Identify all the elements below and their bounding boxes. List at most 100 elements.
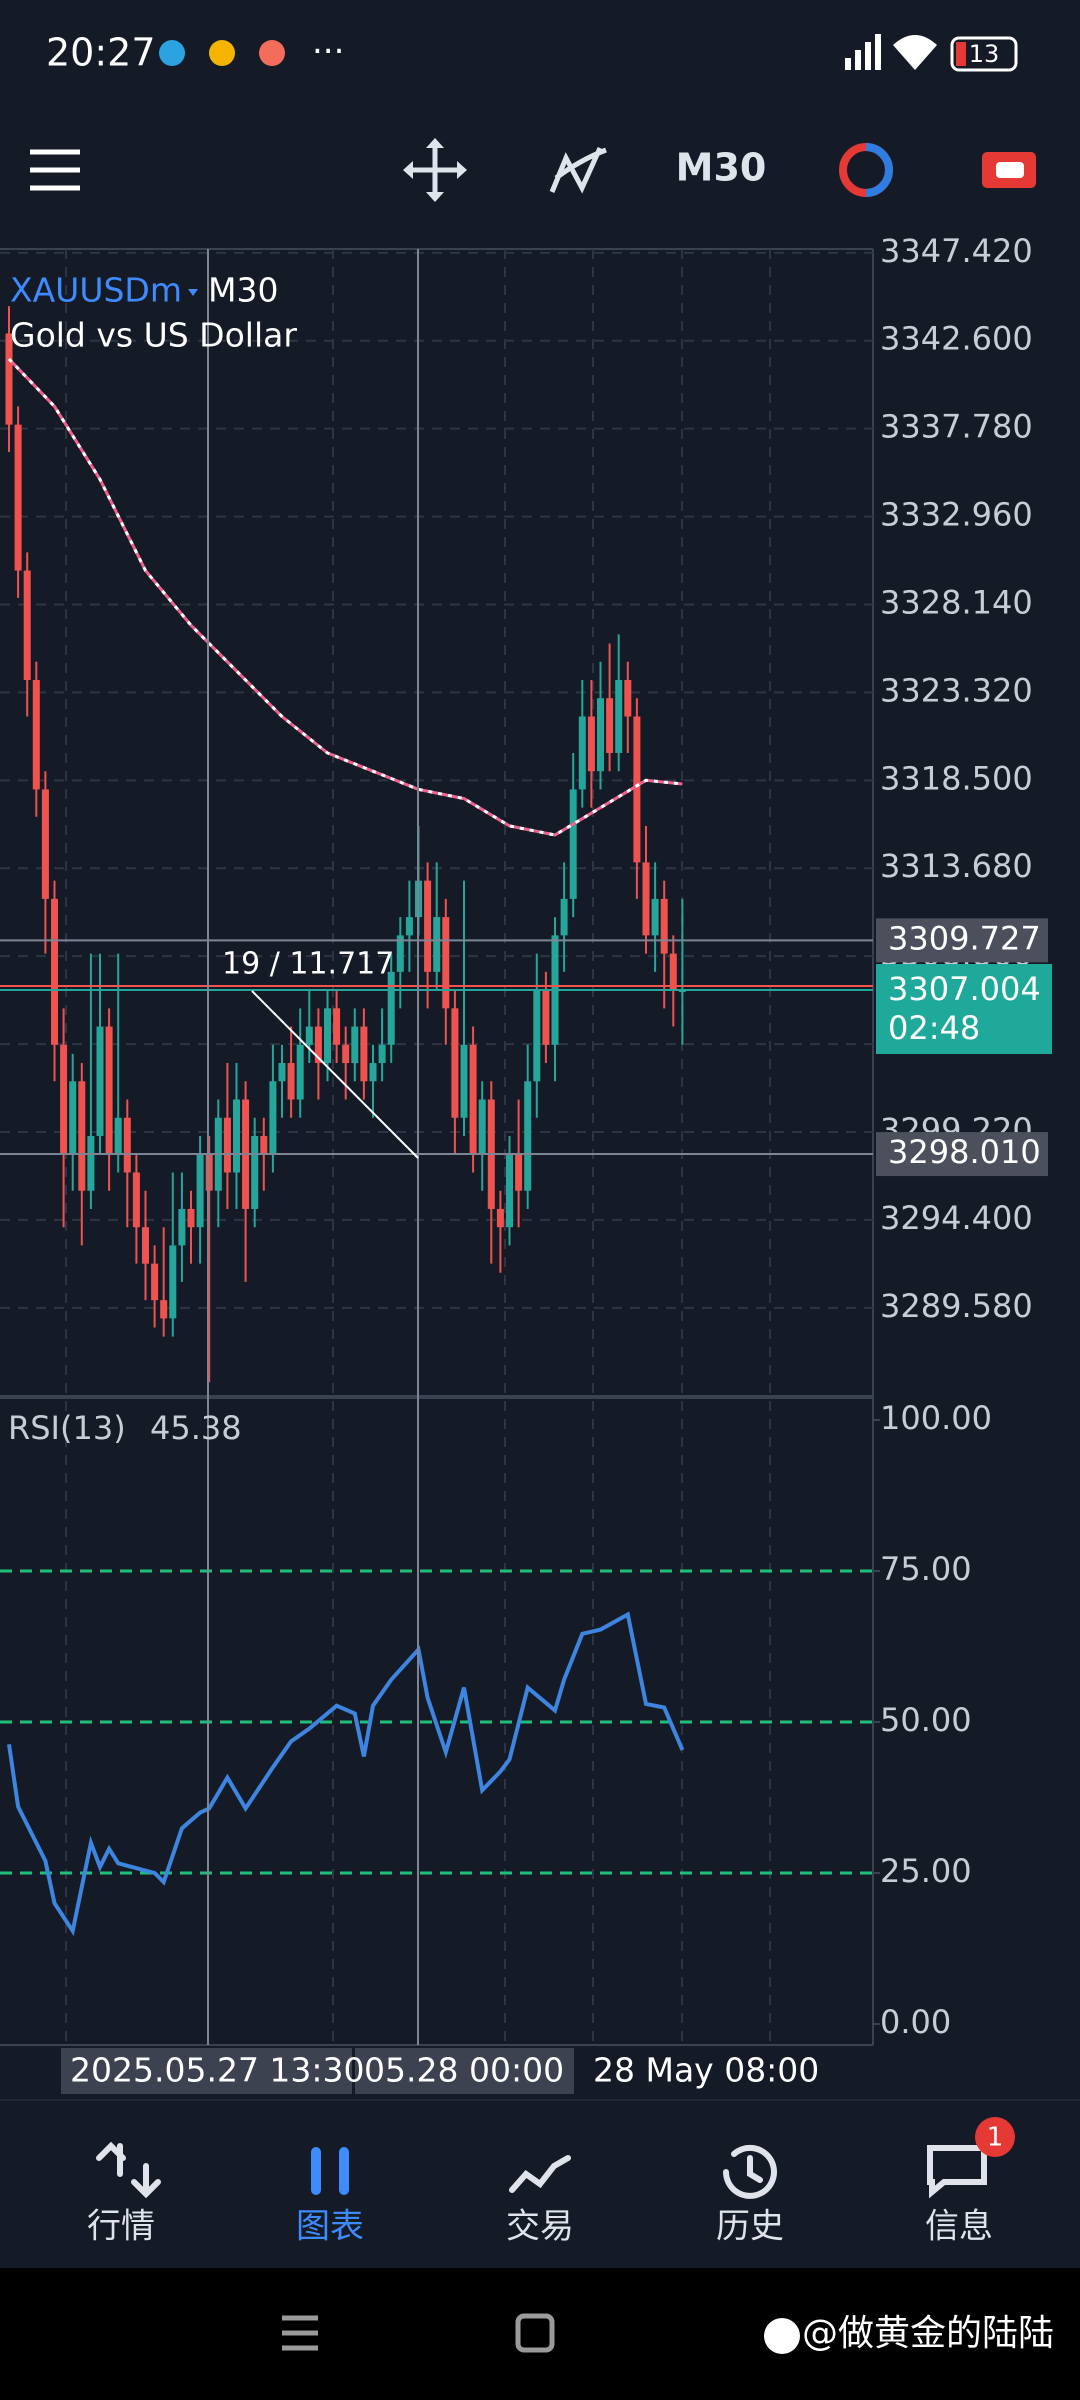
watermark: @做黄金的陆陆 [802,2313,1054,2354]
candle-body [333,1008,341,1045]
candle-body [187,1208,195,1228]
current-price-label: 3307.004 [888,970,1041,1008]
battery-icon [950,36,1018,72]
crosshair [207,249,419,2045]
candle-body [615,680,623,753]
x-label-box [355,2048,574,2094]
wifi-icon [893,35,937,70]
nav-icon[interactable] [509,2155,571,2193]
candle-body [5,333,13,425]
y-tick-label: 3289.580 [880,1287,1033,1325]
candle-body [32,680,40,790]
candle-body [160,1300,168,1319]
more-icon: ··· [312,32,344,72]
candle-body [451,1008,459,1118]
indicator-button[interactable] [549,146,607,194]
app-icon [259,40,285,66]
symbol-dropdown[interactable] [188,289,198,296]
price-label: 3309.727 [888,919,1041,957]
countdown: 02:48 [888,1009,980,1047]
nav-label[interactable]: 交易 [506,2207,574,2247]
candle-body [433,917,441,972]
candle-body [223,1117,231,1173]
rsi-line [7,1611,685,1937]
badge-count: 1 [987,2123,1004,2153]
trade-button-part [996,162,1024,178]
chart-timeframe: M30 [208,271,278,310]
system-nav [0,2268,1080,2400]
candle-body [205,1154,213,1191]
signal-icon [845,34,881,70]
price-label: 3298.010 [888,1133,1041,1171]
move-button[interactable] [403,138,467,202]
nav-label[interactable]: 行情 [87,2207,155,2247]
candle-body [633,716,641,863]
nav-label[interactable]: 图表 [296,2207,364,2247]
rsi-tick-label: 50.00 [880,1701,972,1739]
candle-body [405,917,413,936]
candle-body [105,1026,113,1155]
candle-body [51,898,58,1045]
candle-body [123,1117,131,1173]
candle-body [23,570,31,681]
candle-body [351,1026,359,1064]
candle-body [342,1044,350,1064]
system-menu[interactable] [282,2315,318,2351]
candle-body [524,1081,532,1191]
symbol-description: Gold vs US Dollar [10,316,297,355]
candle-body [269,1081,277,1155]
candle-body [260,1135,268,1155]
candle-body [287,1063,295,1100]
rsi-name: RSI(13) [8,1409,126,1447]
clock-button-part [865,143,893,197]
candle-body [606,698,614,753]
candle-body [305,1026,313,1045]
price-label-box [876,918,1048,963]
battery-text: 13 [969,40,1000,68]
candle-body [624,680,632,717]
candle-body [60,1044,68,1155]
candle-body [369,1063,377,1082]
x-label: 28 May 08:00 [593,2051,819,2090]
candle-body [587,716,595,772]
nav-label[interactable]: 历史 [716,2207,784,2247]
rsi-tick-label: 25.00 [880,1852,972,1890]
y-tick-label: 3337.780 [880,408,1033,446]
menu-button[interactable] [30,149,80,191]
battery-level [956,42,966,66]
candle-body [251,1135,259,1209]
candle-body [41,789,49,899]
y-tick-label: 3318.500 [880,759,1033,797]
nav-icon[interactable] [311,2147,349,2195]
candle-body [396,935,404,972]
nav-icon[interactable] [96,2141,161,2199]
x-label: 05.28 00:00 [364,2051,564,2090]
badge [975,2117,1015,2157]
y-tick-label: 3328.140 [880,583,1033,621]
price-label-box [876,1132,1048,1177]
rsi-tick-label: 75.00 [880,1550,972,1588]
candle-body [169,1245,177,1319]
candle-body [296,1044,304,1100]
y-tick-label: 3332.960 [880,496,1033,534]
candle-body [542,990,550,1045]
candle-body [14,424,22,571]
y-tick-label: 3342.600 [880,320,1033,358]
nav-label[interactable]: 信息 [925,2207,993,2247]
rsi-tick-label: 100.00 [880,1399,992,1437]
y-tick-label: 3313.680 [880,847,1033,885]
rsi-tick-label: 0.00 [880,2003,951,2041]
nav-icon[interactable] [723,2144,777,2199]
timeframe-button[interactable]: M30 [676,146,767,190]
candle-body [96,1026,104,1136]
current-price-box [876,964,1052,1055]
x-label-box [61,2048,352,2094]
candle-body [378,1044,386,1064]
candle-body [669,953,677,991]
candle-body [469,1044,477,1155]
candle-body [597,698,604,772]
x-label: 2025.05.27 13:30 [70,2051,365,2090]
system-home[interactable] [515,2313,555,2353]
candle-body [533,990,541,1082]
